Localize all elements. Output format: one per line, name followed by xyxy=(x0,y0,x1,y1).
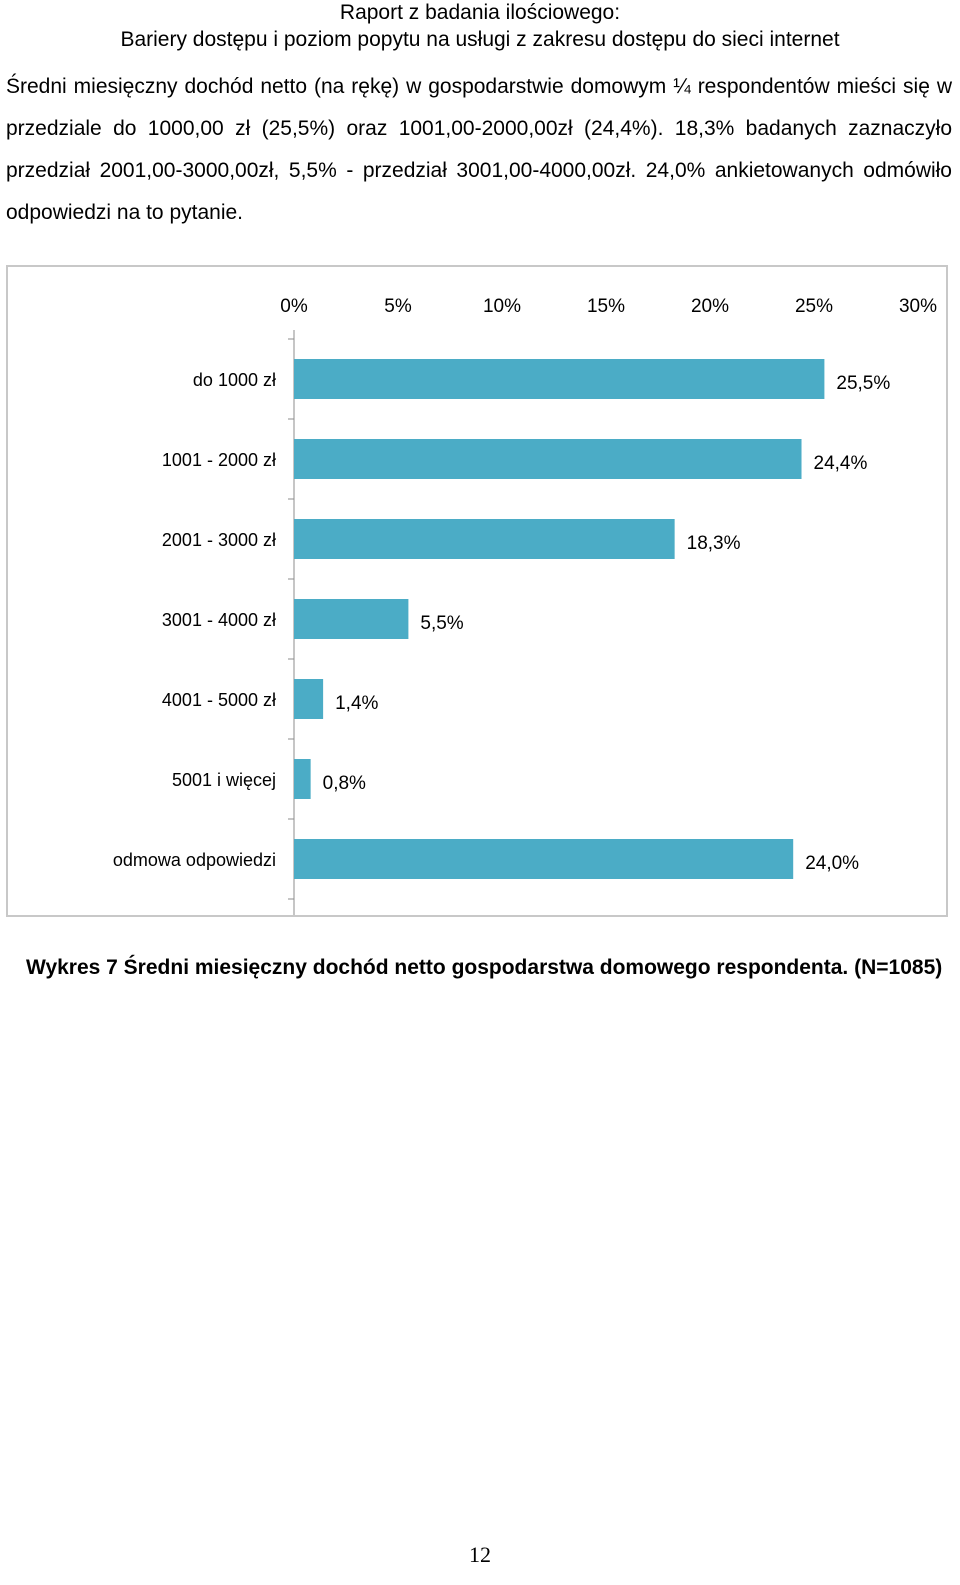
figure-caption: Wykres 7 Średni miesięczny dochód netto … xyxy=(26,956,943,979)
bar xyxy=(294,359,825,399)
x-tick-label: 10% xyxy=(483,296,521,317)
bar xyxy=(294,439,802,479)
bar-value-label: 0,8% xyxy=(323,773,366,794)
report-subtitle: Bariery dostępu i poziom popytu na usług… xyxy=(120,28,840,51)
bar-value-label: 25,5% xyxy=(836,373,890,394)
bar xyxy=(294,679,324,719)
bar-value-label: 1,4% xyxy=(335,693,378,714)
bar xyxy=(294,599,409,639)
bar xyxy=(294,759,311,799)
bar-value-label: 24,4% xyxy=(814,453,868,474)
chart-svg: 0% 5% 10% 15% 20% 25% 30% do 1000 zł 25,5% 1001 -… xyxy=(113,296,937,915)
bar xyxy=(294,519,675,559)
report-title: Raport z badania ilościowego: xyxy=(339,1,621,24)
x-tick-label: 15% xyxy=(587,296,625,317)
bar-value-label: 24,0% xyxy=(805,853,859,874)
category-label: do 1000 zł xyxy=(193,370,276,390)
bar xyxy=(294,839,794,879)
income-bar-chart: 0% 5% 10% 15% 20% 25% 30% do 1000 zł 25,5% 1001 -… xyxy=(6,265,948,917)
category-label: odmowa odpowiedzi xyxy=(113,850,276,870)
category-label: 3001 - 4000 zł xyxy=(162,610,276,630)
page-number: 12 xyxy=(469,1542,491,1567)
category-label: 1001 - 2000 zł xyxy=(162,450,276,470)
x-tick-label: 20% xyxy=(691,296,729,317)
x-tick-label: 25% xyxy=(795,296,833,317)
bar-value-label: 18,3% xyxy=(687,533,741,554)
category-label: 5001 i więcej xyxy=(172,770,276,790)
x-tick-label: 0% xyxy=(280,296,308,317)
x-tick-label: 30% xyxy=(899,296,937,317)
bar-value-label: 5,5% xyxy=(420,613,463,634)
body-paragraph: Średni miesięczny dochód netto (na rękę)… xyxy=(6,75,952,224)
x-tick-label: 5% xyxy=(384,296,412,317)
category-label: 4001 - 5000 zł xyxy=(162,690,276,710)
category-label: 2001 - 3000 zł xyxy=(162,530,276,550)
